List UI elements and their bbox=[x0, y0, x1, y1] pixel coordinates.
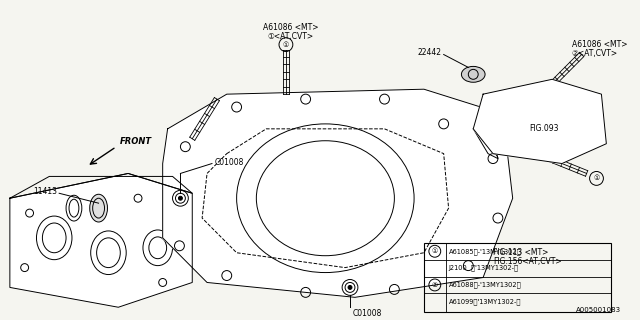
Text: A61099（'13MY1302-）: A61099（'13MY1302-） bbox=[449, 299, 521, 305]
Text: 22442: 22442 bbox=[418, 48, 442, 57]
Text: FRONT: FRONT bbox=[120, 137, 152, 146]
Ellipse shape bbox=[461, 67, 485, 82]
Ellipse shape bbox=[90, 194, 108, 222]
Text: FIG.156<AT,CVT>: FIG.156<AT,CVT> bbox=[493, 257, 561, 266]
Text: A61085（-'13MY1302）: A61085（-'13MY1302） bbox=[449, 248, 521, 254]
Circle shape bbox=[179, 196, 182, 200]
Text: ②: ② bbox=[431, 282, 438, 288]
Text: FIG.093: FIG.093 bbox=[529, 124, 559, 133]
Polygon shape bbox=[10, 173, 192, 307]
Bar bbox=[424, 243, 611, 312]
Text: ①: ① bbox=[593, 175, 600, 181]
Text: A005001083: A005001083 bbox=[576, 307, 621, 313]
Text: FIG.113 <MT>: FIG.113 <MT> bbox=[493, 248, 548, 257]
Text: ②<AT,CVT>: ②<AT,CVT> bbox=[572, 49, 618, 58]
Text: ①<AT,CVT>: ①<AT,CVT> bbox=[268, 32, 314, 41]
Circle shape bbox=[348, 285, 352, 289]
Text: C01008: C01008 bbox=[215, 158, 244, 167]
Text: ①: ① bbox=[283, 42, 289, 48]
Text: A61086 <MT>: A61086 <MT> bbox=[263, 23, 319, 32]
Polygon shape bbox=[473, 79, 606, 164]
Text: A61088（-'13MY1302）: A61088（-'13MY1302） bbox=[449, 282, 521, 288]
Text: 11413: 11413 bbox=[33, 187, 57, 196]
Text: ①: ① bbox=[431, 248, 438, 254]
Polygon shape bbox=[163, 89, 513, 297]
Text: A61086 <MT>: A61086 <MT> bbox=[572, 40, 627, 49]
Text: J2100  （'13MY1302-）: J2100 （'13MY1302-） bbox=[449, 265, 518, 271]
Text: C01008: C01008 bbox=[353, 309, 382, 318]
